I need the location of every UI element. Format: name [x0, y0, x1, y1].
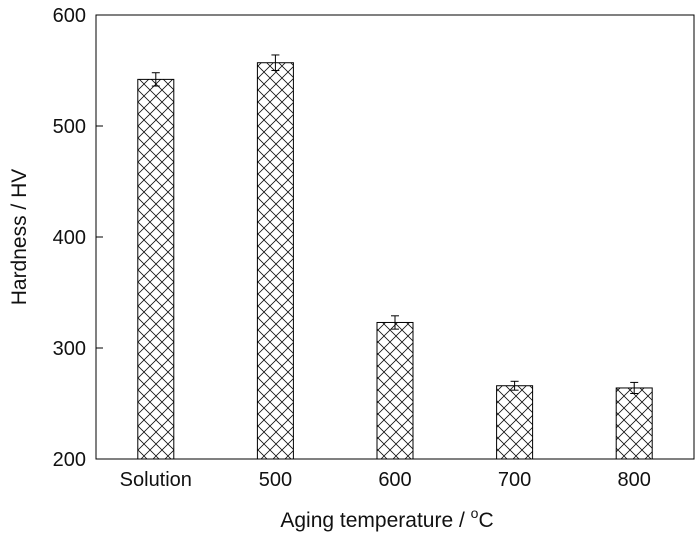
error-bar — [630, 381, 639, 395]
x-tick-label: 800 — [618, 469, 651, 491]
y-axis: 200 300 400 500 600 — [53, 5, 103, 471]
y-tick-label: 400 — [53, 227, 86, 249]
x-axis-title-superscript: o — [471, 505, 479, 521]
x-tick-label: 700 — [498, 469, 531, 491]
error-bar — [391, 315, 399, 330]
bar — [376, 321, 414, 460]
y-axis-title: Hardness / HV — [8, 169, 31, 306]
y-tick-label: 500 — [53, 116, 86, 138]
x-axis-title-unit: C — [478, 509, 493, 532]
plot-area — [137, 54, 653, 460]
error-bar — [151, 72, 160, 87]
y-tick-label: 200 — [53, 449, 86, 471]
x-axis-title: Aging temperature / oC — [280, 505, 493, 532]
x-axis-title-text: Aging temperature / — [280, 509, 470, 532]
bar — [615, 387, 653, 460]
error-bar — [271, 54, 280, 71]
x-tick-label: Solution — [120, 469, 192, 491]
y-tick-label: 300 — [53, 338, 86, 360]
x-axis: Solution 500 600 700 800 — [120, 469, 651, 491]
x-tick-label: 500 — [259, 469, 292, 491]
x-tick-label: 600 — [378, 469, 411, 491]
bar — [496, 385, 534, 460]
bar — [137, 78, 175, 460]
error-bar — [510, 380, 519, 391]
bar — [256, 62, 294, 460]
y-tick-label: 600 — [53, 5, 86, 27]
